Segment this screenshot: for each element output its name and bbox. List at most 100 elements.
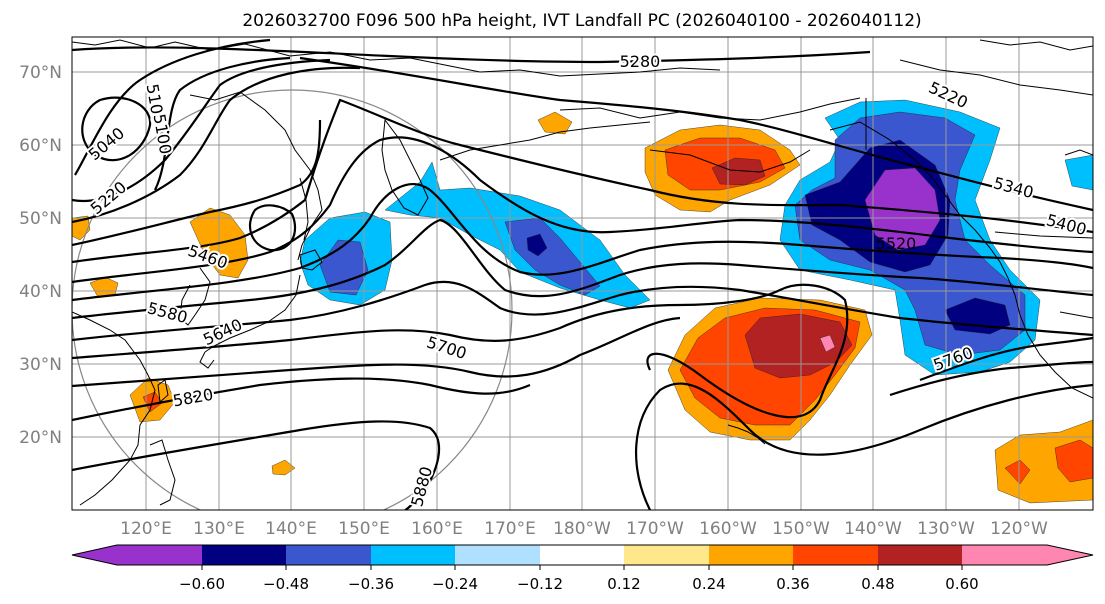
colorbar-segment <box>709 545 793 565</box>
lon-label: 120°W <box>990 519 1048 539</box>
contour-5880-east <box>635 382 1093 510</box>
ivt-positive-region-southeast-red-2 <box>1054 439 1093 483</box>
contour-5100-west <box>74 38 271 176</box>
lat-label: 70°N <box>19 63 62 83</box>
lon-label: 150°E <box>338 519 390 539</box>
map-frame <box>71 36 1094 511</box>
colorbar-tick-label: −0.24 <box>432 575 478 593</box>
colorbar-segment <box>202 545 286 565</box>
colorbar-tick-label: −0.12 <box>517 575 563 593</box>
coastline-canada-north <box>979 39 1093 51</box>
colorbar-segment <box>878 545 962 565</box>
contour-5040 <box>81 96 152 162</box>
colorbar-tick-label: 0.12 <box>607 575 640 593</box>
colorbar-outline <box>71 544 1094 566</box>
lat-label: 60°N <box>19 136 62 156</box>
lat-label: 40°N <box>19 282 62 302</box>
colorbar-segment <box>286 545 371 565</box>
lon-label: 130°W <box>917 519 975 539</box>
colorbar-tick-label: 0.36 <box>776 575 809 593</box>
ivt-positive-blob-6 <box>271 459 296 476</box>
colorbar: −0.60 −0.48 −0.36 −0.24 −0.12 0.12 0.24 … <box>71 544 1094 593</box>
colorbar-segment <box>117 545 202 565</box>
ivt-positive-region-central-pink <box>819 334 836 353</box>
lon-label: 120°E <box>120 519 172 539</box>
ivt-positive-blob-5 <box>537 111 573 135</box>
colorbar-tick-label: 0.24 <box>692 575 725 593</box>
contour-5700 <box>72 283 849 419</box>
contour-5160 <box>72 58 331 202</box>
ivt-positive-region-north-brick <box>711 157 766 186</box>
range-ring <box>72 89 513 510</box>
coastline-greenland-corner <box>1064 149 1093 156</box>
colorbar-tick-label: −0.36 <box>348 575 394 593</box>
contour-label: 5520 <box>876 234 917 253</box>
height-contours <box>72 38 1093 510</box>
coastline-alaska <box>559 97 861 121</box>
colorbar-segment <box>624 545 709 565</box>
contour-5760 <box>72 316 681 388</box>
lat-label: 30°N <box>19 355 62 375</box>
coastline-kamchatka <box>381 118 429 216</box>
contour-5820 <box>72 377 531 422</box>
lon-label: 150°W <box>772 519 830 539</box>
lon-label: 170°W <box>626 519 684 539</box>
coastline-canada-north-2 <box>899 59 1093 96</box>
ivt-positive-region-central-brick <box>744 313 853 379</box>
border-us-mexico <box>1059 311 1093 319</box>
ivt-negative-region-central-peak <box>526 233 548 257</box>
coastline-japan-hokkaido <box>299 249 323 271</box>
coastline-north-america-west <box>989 247 1093 399</box>
colorbar-extend-high <box>1047 545 1093 565</box>
contour-5640 <box>72 280 1093 342</box>
contour-5580 <box>72 218 1093 320</box>
colorbar-tick-labels: −0.60 −0.48 −0.36 −0.24 −0.12 0.12 0.24 … <box>179 575 979 593</box>
coastline-gulf-alaska <box>829 121 991 249</box>
latitude-labels: 70°N 60°N 50°N 40°N 30°N 20°N <box>19 63 62 448</box>
contour-5460 <box>72 136 1093 284</box>
colorbar-segment <box>540 545 624 565</box>
lon-label: 160°W <box>699 519 757 539</box>
colorbar-tick-label: −0.60 <box>179 575 225 593</box>
ivt-positive-region-southeast-red <box>1004 459 1031 485</box>
graticule <box>72 37 1093 510</box>
lon-label: 140°E <box>265 519 317 539</box>
coastline-kyushu <box>199 351 215 369</box>
colorbar-ticks <box>201 565 963 570</box>
contour-5280-north <box>72 46 871 64</box>
colorbar-tick-label: 0.60 <box>945 575 978 593</box>
lon-label: 180°W <box>553 519 611 539</box>
contour-5880 <box>72 420 441 510</box>
coastline-japan-honshu <box>204 274 301 353</box>
coastline-taiwan <box>157 379 169 404</box>
contour-5340-trough <box>72 119 322 247</box>
coastline-philippines <box>149 439 176 506</box>
colorbar-tick-label: −0.48 <box>263 575 309 593</box>
contour-5220-west <box>72 66 361 224</box>
colorbar-segment <box>455 545 540 565</box>
map-area: 5280 5100 5040 5100 5220 5460 5580 5640 … <box>72 37 1093 510</box>
contour-5100-east <box>154 56 291 191</box>
colorbar-segment <box>962 545 1047 565</box>
colorbar-extend-low <box>72 545 117 565</box>
figure-title: 2026032700 F096 500 hPa height, IVT Land… <box>242 11 921 31</box>
coastline-alaska-peninsula <box>649 149 811 173</box>
colorbar-segment <box>371 545 455 565</box>
contour-5760-east <box>919 336 1093 382</box>
contour-label: 5280 <box>620 52 661 71</box>
contour-5400 <box>72 98 1093 264</box>
lon-label: 130°E <box>193 519 245 539</box>
lat-label: 50°N <box>19 209 62 229</box>
longitude-labels: 120°E 130°E 140°E 150°E 160°E 170°E 180°… <box>120 519 1048 539</box>
lon-label: 170°E <box>484 519 536 539</box>
border-canada-us <box>994 231 1093 239</box>
colorbar-tick-label: 0.48 <box>861 575 894 593</box>
coastline-china-east <box>72 311 156 506</box>
contour-5820-east <box>889 360 1093 397</box>
lon-label: 160°E <box>411 519 463 539</box>
ivt-negative-region-east-edge <box>1064 154 1093 191</box>
contour-5520 <box>72 183 1093 302</box>
lon-label: 140°W <box>844 519 902 539</box>
contour-5340 <box>299 56 1093 212</box>
